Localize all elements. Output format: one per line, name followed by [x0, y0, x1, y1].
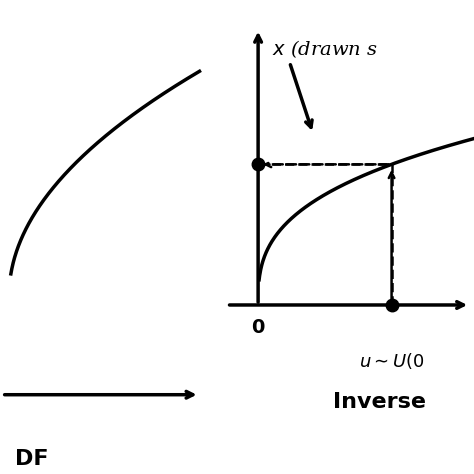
- Text: Inverse: Inverse: [333, 392, 426, 412]
- Text: DF: DF: [15, 449, 48, 469]
- Text: $\mathbf{0}$: $\mathbf{0}$: [251, 319, 265, 337]
- Text: $u \sim U(0$: $u \sim U(0$: [359, 351, 424, 371]
- Text: $x$ (drawn s: $x$ (drawn s: [272, 38, 378, 60]
